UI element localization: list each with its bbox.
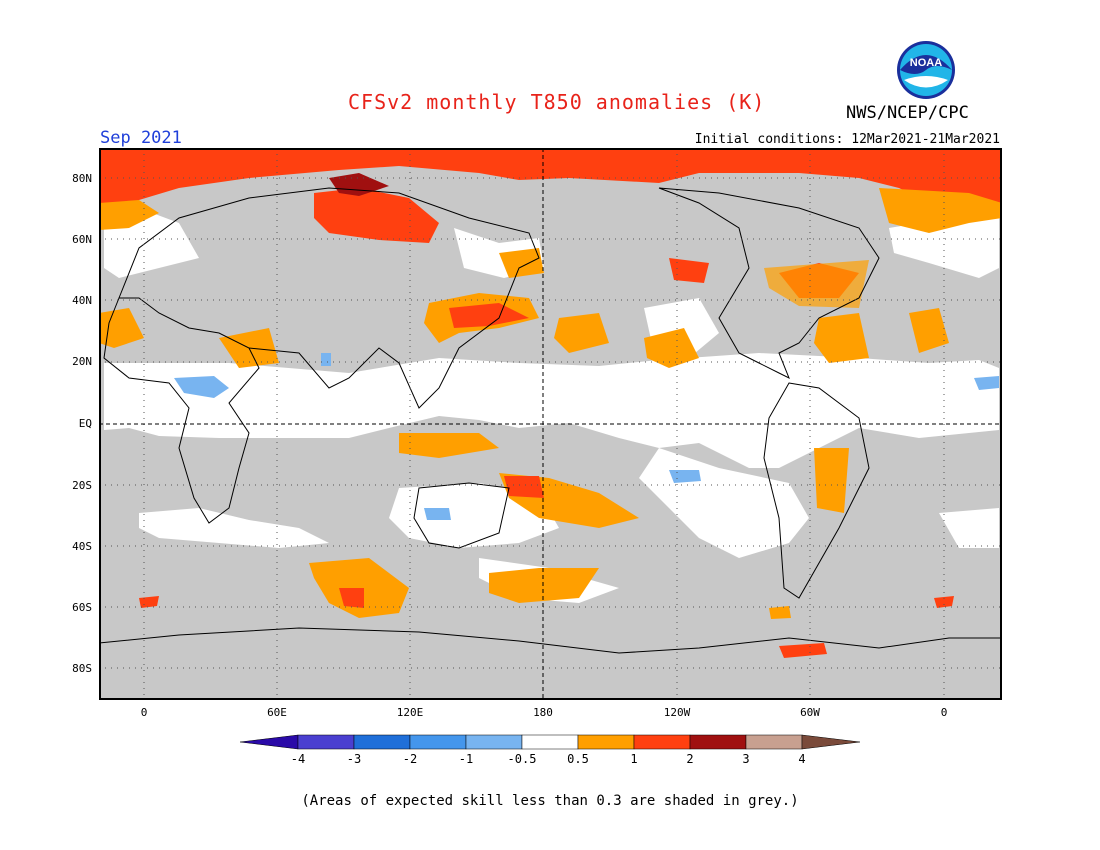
colorbar-label: 2 xyxy=(686,752,694,766)
colorbar-label: 0.5 xyxy=(567,752,589,766)
lon-label: 120W xyxy=(663,706,691,719)
lat-label: 60N xyxy=(72,233,92,246)
lon-label: 60E xyxy=(267,706,287,719)
lat-label: 40S xyxy=(72,540,92,553)
warm-anomaly xyxy=(339,588,364,608)
lat-label: 20N xyxy=(72,355,92,368)
reference-lines xyxy=(99,148,1002,700)
colorbar-segment xyxy=(353,734,411,750)
cool-anomaly xyxy=(424,508,451,520)
anomaly-map xyxy=(99,148,1002,700)
coastlines xyxy=(99,187,1002,654)
warm-anomaly xyxy=(669,258,709,283)
moderate-warm-anomaly xyxy=(764,260,869,308)
warm-anomaly xyxy=(99,148,1002,218)
cool-anomaly xyxy=(974,376,999,390)
colorbar-segment xyxy=(689,734,747,750)
colorbar-segment xyxy=(409,734,467,750)
initial-conditions: Initial conditions: 12Mar2021-21Mar2021 xyxy=(694,132,1000,147)
agency-label: NWS/NCEP/CPC xyxy=(846,103,969,123)
lat-label: 80S xyxy=(72,662,92,675)
warm-anomaly xyxy=(779,643,827,658)
cool-anomaly xyxy=(669,470,701,483)
lon-label: 180 xyxy=(533,706,553,719)
cool-anomaly xyxy=(174,376,229,398)
moderate-warm-anomaly xyxy=(499,248,544,278)
moderate-warm-anomaly xyxy=(399,433,499,458)
colorbar-label: -2 xyxy=(402,752,418,766)
moderate-warm-anomaly xyxy=(554,313,609,353)
strong-warm-anomaly xyxy=(329,173,389,196)
warm-anomaly xyxy=(314,188,439,243)
lat-label: EQ xyxy=(78,417,92,430)
moderate-warm-anomaly xyxy=(644,328,699,368)
lat-label: 40N xyxy=(72,294,92,307)
colorbar-label: -4 xyxy=(290,752,306,766)
warm-anomaly xyxy=(449,303,529,328)
warm-anomaly xyxy=(934,596,954,608)
chart-title: CFSv2 monthly T850 anomalies (K) xyxy=(348,90,766,114)
colorbar-segment xyxy=(240,734,299,750)
moderate-warm-anomaly xyxy=(814,313,869,363)
forecast-month: Sep 2021 xyxy=(100,128,182,148)
cool-anomaly xyxy=(321,353,331,366)
moderate-warm-anomaly xyxy=(769,606,791,619)
moderate-warm-anomaly xyxy=(909,308,949,353)
colorbar-segment xyxy=(521,734,579,750)
colorbar-label: 3 xyxy=(742,752,750,766)
logo-text: NOAA xyxy=(910,57,942,69)
colorbar-label: 1 xyxy=(630,752,638,766)
colorbar-label: -0.5 xyxy=(507,752,537,766)
colorbar-segment xyxy=(465,734,523,750)
skill-footnote: (Areas of expected skill less than 0.3 a… xyxy=(301,793,799,809)
warm-anomaly xyxy=(504,476,544,498)
lon-label: 0 xyxy=(940,706,948,719)
near-normal-area xyxy=(889,218,999,278)
lon-label: 60W xyxy=(800,706,820,719)
colorbar-label: 4 xyxy=(798,752,806,766)
near-normal-area xyxy=(139,508,329,548)
map-frame xyxy=(99,148,1002,700)
moderate-warm-anomaly xyxy=(99,308,144,348)
moderate-warm-anomaly xyxy=(879,188,1002,233)
lon-label: 0 xyxy=(140,706,148,719)
colorbar-segment xyxy=(297,734,355,750)
moderate-warm-anomaly xyxy=(99,200,159,230)
colorbar-segment xyxy=(801,734,861,750)
lat-label: 80N xyxy=(72,172,92,185)
colorbar-segment xyxy=(633,734,691,750)
colorbar xyxy=(240,734,861,750)
near-normal-area xyxy=(104,353,999,468)
colorbar-segment xyxy=(745,734,803,750)
lat-label: 20S xyxy=(72,479,92,492)
moderate-warm-anomaly xyxy=(489,568,599,603)
colorbar-label: -1 xyxy=(458,752,474,766)
lon-label: 120E xyxy=(396,706,424,719)
lat-label: 60S xyxy=(72,601,92,614)
colorbar-label: -3 xyxy=(346,752,362,766)
colorbar-segment xyxy=(577,734,635,750)
moderate-warm-anomaly xyxy=(814,448,849,513)
near-normal-area xyxy=(939,508,999,548)
noaa-logo: NOAA xyxy=(896,40,956,100)
